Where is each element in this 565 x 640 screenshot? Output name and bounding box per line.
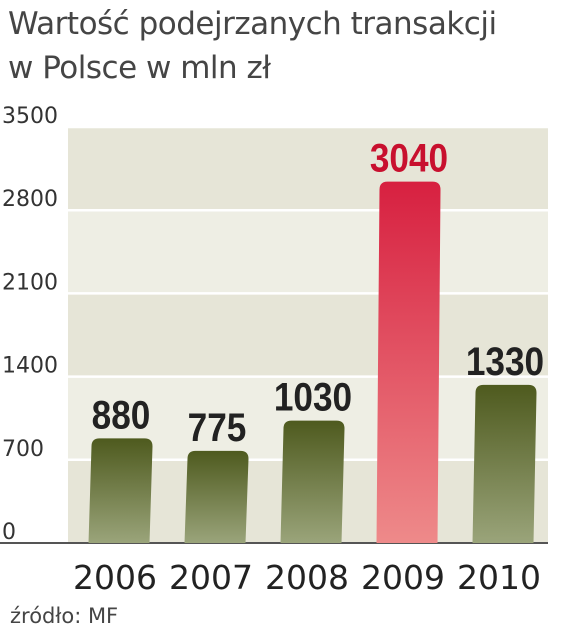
chart-title-line-1: Wartość podejrzanych transakcji xyxy=(8,6,497,42)
grid-lines xyxy=(0,125,548,544)
value-label-2008: 1030 xyxy=(274,374,352,419)
value-label-2006: 880 xyxy=(92,392,151,437)
x-tick-label-2008: 2008 xyxy=(265,558,349,597)
y-tick-label: 1400 xyxy=(2,354,58,379)
bar-2006 xyxy=(88,438,153,543)
y-axis: 0 700 1400 2100 2800 3500 xyxy=(2,104,58,545)
chart-title-line-2: w Polsce w mln zł xyxy=(8,50,271,86)
bar-2007 xyxy=(184,450,249,543)
bar-2008 xyxy=(280,420,345,543)
value-labels: 880 775 1030 3040 1330 xyxy=(92,136,544,450)
y-tick-label: 700 xyxy=(2,437,44,462)
grid-bands xyxy=(68,127,548,543)
grid-band xyxy=(68,293,548,377)
source-note: źródło: MF xyxy=(10,604,119,628)
x-tick-label-2009: 2009 xyxy=(361,558,445,597)
x-axis: 2006 2007 2008 2009 2010 xyxy=(73,558,541,597)
grid-band xyxy=(68,127,548,211)
x-tick-label-2006: 2006 xyxy=(73,558,157,597)
bar-2009 xyxy=(376,181,441,543)
value-label-2010: 1330 xyxy=(466,339,544,384)
y-tick-label: 3500 xyxy=(2,104,58,129)
grid-band xyxy=(68,210,548,294)
x-tick-label-2007: 2007 xyxy=(169,558,253,597)
y-tick-label: 2800 xyxy=(2,187,58,212)
y-tick-label: 0 xyxy=(2,520,16,545)
value-label-2007: 775 xyxy=(188,405,247,450)
value-label-2009: 3040 xyxy=(370,136,448,181)
y-tick-label: 2100 xyxy=(2,270,58,295)
x-tick-label-2010: 2010 xyxy=(457,558,541,597)
bar-2010 xyxy=(472,384,537,543)
bars xyxy=(88,181,537,543)
